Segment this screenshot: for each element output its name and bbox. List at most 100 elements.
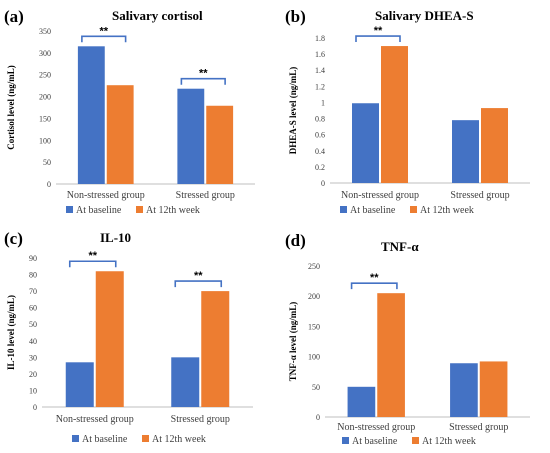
legend-label: At 12th week <box>152 434 206 445</box>
legend-swatch-12th-week <box>142 435 149 442</box>
y-axis-label: IL-10 level (ng/mL) <box>6 295 16 370</box>
chart-title: TNF-α <box>381 239 419 254</box>
chart-title: Salivary DHEA-S <box>375 8 474 23</box>
panel-letter: (a) <box>4 7 24 26</box>
y-tick-label: 0.2 <box>315 163 325 172</box>
panel-letter: (b) <box>285 7 306 26</box>
bar-12th-week <box>95 271 124 407</box>
y-tick-label: 50 <box>29 320 37 329</box>
y-tick-label: 100 <box>39 136 51 145</box>
legend-label: At baseline <box>76 205 122 216</box>
y-tick-label: 0 <box>321 179 325 188</box>
y-axis-label: DHEA-S level (ng/mL) <box>288 67 298 155</box>
x-category-label: Stressed group <box>171 414 230 425</box>
legend-label: At 12th week <box>420 205 474 216</box>
chart-panel-4: (d) TNF-α TNF-α level (ng/mL) 0 50 100 150 200 2… <box>285 231 530 447</box>
legend-swatch-12th-week <box>136 206 143 213</box>
y-tick-label: 300 <box>39 49 51 58</box>
significance-label: ** <box>99 25 108 37</box>
y-tick-label: 30 <box>29 353 37 362</box>
x-category-label: Stressed group <box>450 190 509 201</box>
y-tick-label: 200 <box>308 292 320 301</box>
y-tick-label: 250 <box>39 71 51 80</box>
x-category-label: Non-stressed group <box>56 414 134 425</box>
bar-baseline <box>171 357 200 407</box>
bar-12th-week <box>481 108 508 183</box>
legend-swatch-baseline <box>66 206 73 213</box>
y-tick-label: 60 <box>29 304 37 313</box>
significance-label: ** <box>194 270 203 282</box>
chart-panel-2: (b) Salivary DHEA-S DHEA-S level (ng/mL) 0 0… <box>285 7 530 216</box>
bar-baseline <box>177 88 205 184</box>
bar-baseline <box>65 362 94 407</box>
significance-label: ** <box>374 25 383 37</box>
panel-letter: (c) <box>4 229 23 248</box>
legend-label: At baseline <box>350 205 396 216</box>
x-category-label: Non-stressed group <box>67 190 145 201</box>
legend-swatch-12th-week <box>410 206 417 213</box>
bar-12th-week <box>381 46 408 183</box>
y-tick-label: 70 <box>29 287 37 296</box>
bar-12th-week <box>479 361 508 417</box>
significance-bracket <box>174 280 223 288</box>
significance-bracket <box>81 35 127 43</box>
y-tick-label: 90 <box>29 254 37 263</box>
x-category-label: Stressed group <box>449 422 508 433</box>
bar-12th-week <box>201 291 230 407</box>
y-tick-label: 1.4 <box>315 66 325 75</box>
legend-label: At 12th week <box>146 205 200 216</box>
significance-label: ** <box>370 272 379 284</box>
y-tick-label: 0.6 <box>315 131 325 140</box>
y-tick-label: 100 <box>308 353 320 362</box>
bar-baseline <box>77 46 105 184</box>
y-tick-label: 1 <box>321 98 325 107</box>
bar-baseline <box>352 103 379 183</box>
bar-baseline <box>452 120 479 183</box>
legend-swatch-12th-week <box>412 437 419 444</box>
y-axis-label: Cortisol level (ng/mL) <box>6 65 16 150</box>
bar-baseline <box>347 386 376 417</box>
significance-bracket <box>180 77 226 85</box>
chart-title: Salivary cortisol <box>112 8 203 23</box>
y-tick-label: 50 <box>43 158 51 167</box>
y-tick-label: 1.6 <box>315 50 325 59</box>
panel-letter: (d) <box>285 231 306 250</box>
y-tick-label: 0.8 <box>315 115 325 124</box>
y-tick-label: 150 <box>308 322 320 331</box>
bar-12th-week <box>206 105 234 184</box>
legend-label: At baseline <box>352 436 398 447</box>
x-category-label: Non-stressed group <box>341 190 419 201</box>
significance-label: ** <box>199 68 208 80</box>
bar-baseline <box>450 363 478 417</box>
y-tick-label: 200 <box>39 93 51 102</box>
x-category-label: Non-stressed group <box>337 422 415 433</box>
y-tick-label: 0 <box>47 180 51 189</box>
significance-label: ** <box>88 250 97 262</box>
legend-swatch-baseline <box>72 435 79 442</box>
legend-swatch-baseline <box>342 437 349 444</box>
y-tick-label: 250 <box>308 262 320 271</box>
y-tick-label: 150 <box>39 114 51 123</box>
y-tick-label: 50 <box>312 383 320 392</box>
y-axis-label: TNF-α level (ng/mL) <box>288 302 298 382</box>
chart-panel-3: (c) IL-10 IL-10 level (ng/mL) 0 10 20 30 40 50 60… <box>4 229 253 445</box>
legend-label: At 12th week <box>422 436 476 447</box>
y-tick-label: 0 <box>33 403 37 412</box>
significance-bracket <box>355 35 401 43</box>
y-tick-label: 40 <box>29 337 37 346</box>
legend-label: At baseline <box>82 434 128 445</box>
y-tick-label: 20 <box>29 370 37 379</box>
y-tick-label: 0.4 <box>315 147 325 156</box>
y-tick-label: 0 <box>316 413 320 422</box>
y-tick-label: 350 <box>39 27 51 36</box>
y-tick-label: 10 <box>29 386 37 395</box>
bar-12th-week <box>377 293 405 417</box>
x-category-label: Stressed group <box>176 190 235 201</box>
legend-swatch-baseline <box>340 206 347 213</box>
bar-12th-week <box>106 85 134 184</box>
chart-panel-1: (a) Salivary cortisol Cortisol level (ng/m… <box>4 7 255 216</box>
chart-title: IL-10 <box>100 230 131 245</box>
significance-bracket <box>68 260 117 268</box>
significance-bracket <box>350 282 398 290</box>
